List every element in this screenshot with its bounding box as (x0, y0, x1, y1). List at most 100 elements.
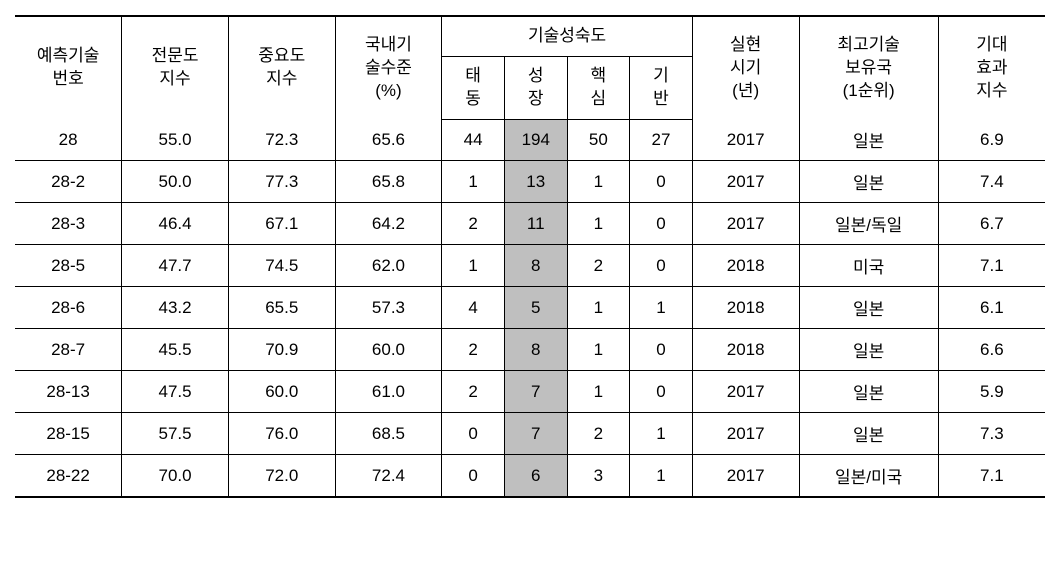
cell-country: 일본/미국 (799, 455, 938, 498)
cell-emer: 1 (442, 161, 505, 203)
cell-base: 0 (630, 329, 693, 371)
cell-effect: 7.1 (938, 245, 1045, 287)
cell-country: 일본 (799, 287, 938, 329)
cell-core: 50 (567, 119, 630, 161)
col-year: 실현시기(년) (692, 16, 799, 119)
table-row: 28-643.265.557.345112018일본6.1 (15, 287, 1045, 329)
table-row: 28-346.467.164.2211102017일본/독일6.7 (15, 203, 1045, 245)
tech-forecast-table: 예측기술번호 전문도지수 중요도지수 국내기술수준(%) 기술성숙도 실현시기(… (15, 15, 1045, 498)
cell-year: 2017 (692, 119, 799, 161)
cell-emer: 0 (442, 413, 505, 455)
cell-base: 0 (630, 371, 693, 413)
cell-expertise: 45.5 (122, 329, 229, 371)
cell-year: 2017 (692, 455, 799, 498)
cell-core: 3 (567, 455, 630, 498)
cell-core: 1 (567, 371, 630, 413)
cell-grow: 194 (504, 119, 567, 161)
cell-core: 1 (567, 203, 630, 245)
cell-domestic: 72.4 (335, 455, 442, 498)
cell-core: 1 (567, 161, 630, 203)
cell-country: 일본 (799, 329, 938, 371)
cell-emer: 2 (442, 371, 505, 413)
col-tech-num: 예측기술번호 (15, 16, 122, 119)
col-maturity-core: 핵심 (567, 56, 630, 119)
cell-base: 1 (630, 455, 693, 498)
col-importance: 중요도지수 (228, 16, 335, 119)
cell-importance: 65.5 (228, 287, 335, 329)
cell-core: 2 (567, 413, 630, 455)
col-country: 최고기술보유국(1순위) (799, 16, 938, 119)
col-expertise: 전문도지수 (122, 16, 229, 119)
cell-base: 0 (630, 161, 693, 203)
table-row: 28-547.774.562.018202018미국7.1 (15, 245, 1045, 287)
cell-importance: 77.3 (228, 161, 335, 203)
cell-country: 미국 (799, 245, 938, 287)
cell-country: 일본 (799, 119, 938, 161)
cell-country: 일본/독일 (799, 203, 938, 245)
cell-effect: 7.1 (938, 455, 1045, 498)
cell-num: 28-5 (15, 245, 122, 287)
col-maturity-emer: 태동 (442, 56, 505, 119)
cell-year: 2017 (692, 371, 799, 413)
cell-grow: 8 (504, 245, 567, 287)
cell-grow: 5 (504, 287, 567, 329)
cell-grow: 13 (504, 161, 567, 203)
cell-country: 일본 (799, 413, 938, 455)
table-row: 28-2270.072.072.406312017일본/미국7.1 (15, 455, 1045, 498)
cell-num: 28-7 (15, 329, 122, 371)
cell-num: 28-13 (15, 371, 122, 413)
cell-importance: 72.0 (228, 455, 335, 498)
cell-country: 일본 (799, 161, 938, 203)
col-effect: 기대효과지수 (938, 16, 1045, 119)
cell-importance: 70.9 (228, 329, 335, 371)
cell-importance: 60.0 (228, 371, 335, 413)
cell-year: 2018 (692, 245, 799, 287)
cell-expertise: 57.5 (122, 413, 229, 455)
cell-num: 28-22 (15, 455, 122, 498)
cell-num: 28-3 (15, 203, 122, 245)
cell-num: 28-15 (15, 413, 122, 455)
cell-effect: 5.9 (938, 371, 1045, 413)
cell-year: 2018 (692, 287, 799, 329)
cell-expertise: 47.5 (122, 371, 229, 413)
col-maturity-grow: 성장 (504, 56, 567, 119)
cell-emer: 1 (442, 245, 505, 287)
table-row: 28-1557.576.068.507212017일본7.3 (15, 413, 1045, 455)
cell-effect: 6.6 (938, 329, 1045, 371)
cell-effect: 6.7 (938, 203, 1045, 245)
cell-effect: 6.1 (938, 287, 1045, 329)
cell-base: 0 (630, 245, 693, 287)
cell-emer: 4 (442, 287, 505, 329)
cell-emer: 2 (442, 203, 505, 245)
cell-domestic: 65.8 (335, 161, 442, 203)
cell-importance: 72.3 (228, 119, 335, 161)
table-row: 2855.072.365.64419450272017일본6.9 (15, 119, 1045, 161)
cell-base: 0 (630, 203, 693, 245)
cell-core: 2 (567, 245, 630, 287)
cell-importance: 67.1 (228, 203, 335, 245)
table-row: 28-1347.560.061.027102017일본5.9 (15, 371, 1045, 413)
cell-domestic: 57.3 (335, 287, 442, 329)
cell-num: 28 (15, 119, 122, 161)
cell-emer: 2 (442, 329, 505, 371)
cell-year: 2018 (692, 329, 799, 371)
cell-expertise: 46.4 (122, 203, 229, 245)
cell-grow: 8 (504, 329, 567, 371)
cell-base: 1 (630, 413, 693, 455)
cell-domestic: 65.6 (335, 119, 442, 161)
cell-grow: 11 (504, 203, 567, 245)
cell-year: 2017 (692, 203, 799, 245)
cell-emer: 44 (442, 119, 505, 161)
cell-expertise: 55.0 (122, 119, 229, 161)
cell-base: 27 (630, 119, 693, 161)
cell-domestic: 61.0 (335, 371, 442, 413)
cell-core: 1 (567, 287, 630, 329)
cell-effect: 7.3 (938, 413, 1045, 455)
cell-grow: 7 (504, 413, 567, 455)
table-row: 28-745.570.960.028102018일본6.6 (15, 329, 1045, 371)
cell-num: 28-2 (15, 161, 122, 203)
cell-year: 2017 (692, 413, 799, 455)
cell-importance: 76.0 (228, 413, 335, 455)
cell-effect: 7.4 (938, 161, 1045, 203)
cell-country: 일본 (799, 371, 938, 413)
